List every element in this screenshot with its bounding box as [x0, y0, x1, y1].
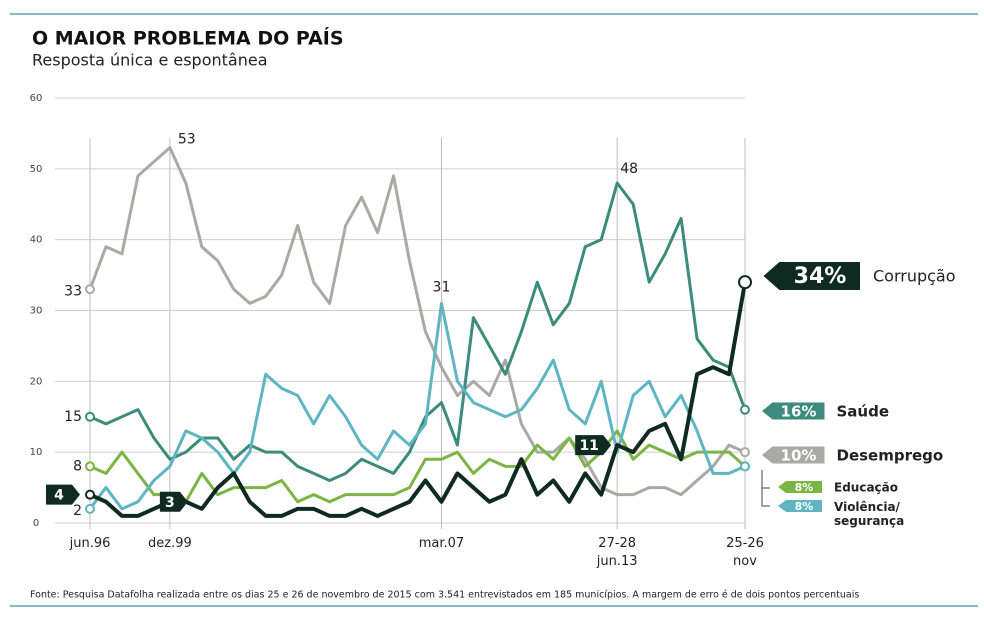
end-marker: [85, 284, 95, 295]
value-tag: [159, 491, 188, 512]
end-tag: [778, 481, 822, 493]
source: Fonte: Pesquisa Datafolha realizada entr…: [30, 590, 859, 601]
point-label: 31: [433, 279, 451, 295]
series-line: [88, 146, 746, 497]
legend-label: Violência/segurança: [834, 500, 904, 528]
chart-subtitle: Resposta única e espontânea: [32, 51, 268, 70]
legend-label: Corrupção: [873, 267, 956, 286]
bracket: [761, 470, 770, 507]
point-label: 33: [64, 283, 82, 299]
legend-label: Saúde: [837, 403, 890, 421]
y-tick-label: 40: [30, 235, 43, 246]
end-marker: [85, 411, 95, 422]
x-tick-label: jun.96: [69, 536, 111, 551]
y-tick-label: 30: [30, 306, 43, 317]
y-tick-label: 10: [30, 447, 43, 458]
y-tick-label: 60: [30, 93, 43, 104]
end-tag: [778, 500, 822, 512]
value-tag: [46, 484, 80, 505]
x-tick-label: 25-26 nov: [726, 536, 764, 569]
end-marker: [85, 503, 95, 514]
end-label: 8%: [795, 481, 814, 494]
end-marker: [738, 275, 752, 290]
end-tag: [762, 402, 825, 420]
point-label: 53: [178, 132, 196, 148]
end-label: 34%: [794, 264, 847, 289]
point-label: 8: [73, 458, 82, 474]
end-marker: [740, 461, 750, 472]
point-label: 48: [620, 161, 638, 177]
y-tick-label: 50: [30, 164, 43, 175]
y-tick-label: 20: [30, 376, 43, 387]
end-label: 10%: [781, 447, 817, 465]
point-label: 2: [73, 503, 82, 519]
end-label: 16%: [781, 403, 817, 421]
end-marker: [85, 489, 95, 500]
end-tag: [760, 260, 862, 292]
legend-label: Desemprego: [837, 447, 944, 465]
series-line: [89, 281, 747, 518]
end-marker: [740, 447, 750, 458]
x-tick-label: mar.07: [419, 536, 464, 551]
end-marker: [740, 404, 750, 415]
series-line: [89, 429, 746, 504]
value-tag: [575, 435, 612, 456]
chart-title: O MAIOR PROBLEMA DO PAÍS: [32, 27, 344, 50]
end-tag: [762, 446, 825, 464]
x-tick-label: dez.99: [148, 536, 192, 551]
y-tick-label: 0: [33, 518, 39, 529]
point-label: 3: [165, 495, 175, 511]
point-label: 11: [579, 438, 598, 454]
point-label: 15: [64, 409, 82, 425]
series-line: [88, 301, 746, 511]
end-marker: [85, 461, 95, 472]
x-tick-label: 27-28 jun.13: [596, 536, 638, 569]
point-label: 4: [54, 488, 64, 504]
end-label: 8%: [795, 500, 814, 513]
legend-label: Educação: [834, 481, 898, 495]
